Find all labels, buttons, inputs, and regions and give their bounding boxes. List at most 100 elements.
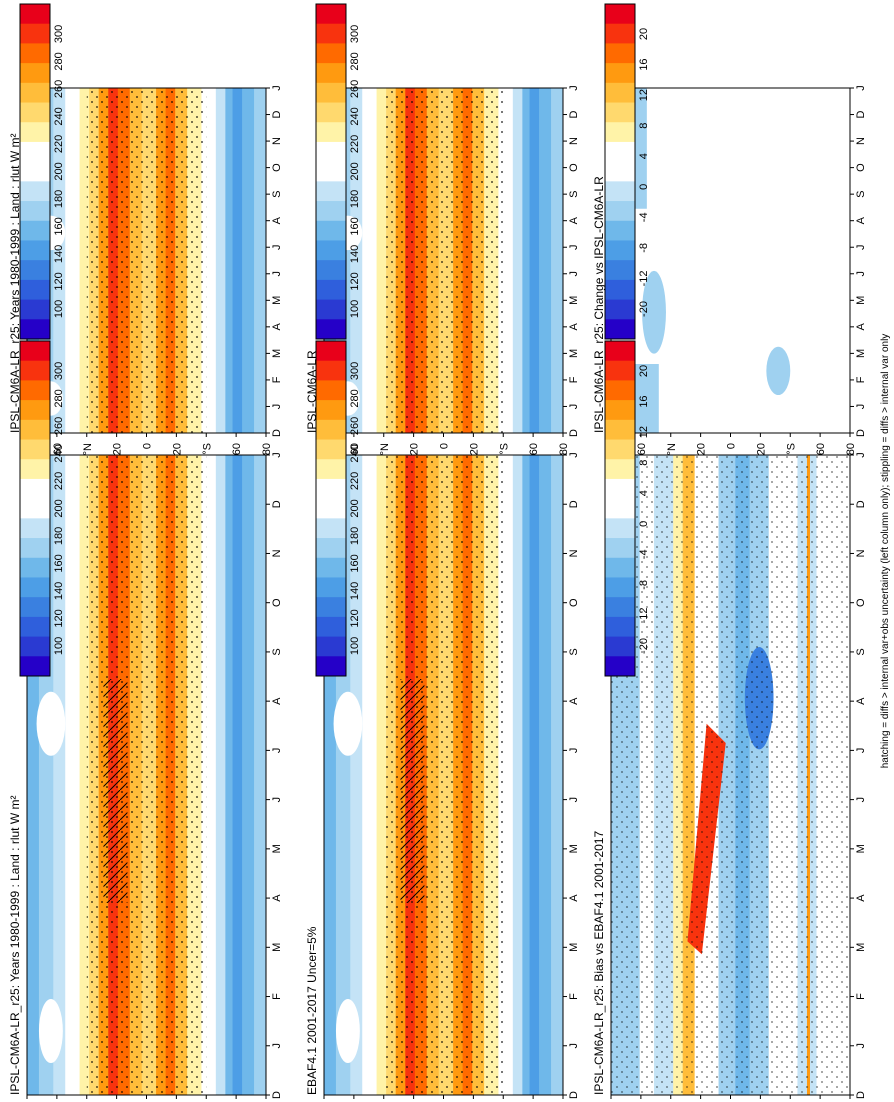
colorbar-label: 140 — [349, 582, 361, 600]
month-tick-label: A — [855, 216, 867, 224]
colorbar-label: 180 — [349, 527, 361, 545]
heat-blob — [38, 999, 63, 1063]
colorbar-swatch — [20, 299, 50, 320]
month-tick-label: J — [271, 271, 283, 277]
month-tick-label: J — [271, 404, 283, 410]
colorbar-label: -20 — [638, 638, 650, 654]
colorbar-label: 300 — [349, 362, 361, 380]
lat-tick-label: 60 — [528, 443, 540, 455]
month-tick-label: D — [271, 500, 283, 508]
month-tick-label: J — [568, 797, 580, 803]
heat-band — [529, 88, 540, 433]
month-tick-label: D — [568, 111, 580, 119]
lat-tick-label: 0 — [142, 443, 154, 449]
colorbar-swatch — [316, 201, 346, 222]
colorbar-swatch — [316, 341, 346, 362]
heat-band — [522, 88, 531, 433]
heat-band — [529, 455, 540, 1095]
month-tick-label: O — [855, 163, 867, 172]
heat-band — [512, 88, 523, 433]
month-tick-label: M — [855, 349, 867, 358]
month-tick-label: A — [271, 697, 283, 705]
colorbar-swatch — [605, 82, 635, 104]
month-tick-label: M — [855, 844, 867, 853]
colorbar-left-mid: 300 280 260 240 220 200 180 160 140 120 100 — [315, 340, 361, 677]
colorbar-label: 12 — [638, 89, 650, 101]
colorbar-swatch — [316, 4, 346, 25]
stippling — [86, 88, 207, 433]
colorbar-label: 100 — [349, 300, 361, 318]
colorbar-swatch — [605, 400, 635, 421]
month-tick-label: J — [271, 244, 283, 250]
colorbar-swatch — [316, 260, 346, 281]
month-tick-label: F — [271, 993, 283, 1000]
colorbar-right-bot: 20 16 12 8 4 0 -4 -8 -12 -20 — [604, 3, 650, 340]
month-tick-label: J — [855, 404, 867, 410]
month-tick-label: D — [271, 111, 283, 119]
colorbar-label: 20 — [638, 365, 650, 377]
colorbar-swatch — [316, 577, 346, 598]
colorbar-label: 220 — [349, 472, 361, 490]
month-tick-label: M — [271, 943, 283, 952]
colorbar-swatch — [316, 419, 346, 441]
colorbar-swatch — [20, 577, 50, 598]
colorbar-swatch — [605, 341, 635, 362]
heat-band — [215, 455, 226, 1095]
colorbar-label: 8 — [638, 123, 650, 129]
colorbar-label: 140 — [53, 582, 65, 600]
heat-band — [539, 88, 552, 433]
month-tick-label: A — [568, 894, 580, 902]
colorbar-label: 100 — [53, 300, 65, 318]
lat-tick-label: 80 — [845, 443, 857, 455]
month-tick-label: M — [568, 844, 580, 853]
colorbar-label: 180 — [53, 527, 65, 545]
colorbar-swatch — [20, 141, 50, 163]
panel-right-bot: DJFMAMJJASONDJ8060°N20020°S6080IPSL-CM6A… — [592, 85, 867, 455]
stippling — [611, 455, 850, 1095]
panel-title: IPSL-CM6A-LR_r25: Bias vs EBAF4.1 2001-2… — [592, 831, 606, 1095]
colorbar-swatch — [605, 478, 635, 500]
colorbar-swatch — [20, 102, 50, 123]
heat-band — [242, 455, 255, 1095]
lat-tick-label: 60 — [52, 443, 64, 455]
heat-band — [79, 455, 90, 1095]
colorbar-swatch — [605, 63, 635, 84]
colorbar-label: -12 — [638, 607, 650, 623]
colorbar-swatch — [605, 360, 635, 381]
colorbar-swatch — [316, 141, 346, 163]
colorbar-swatch — [605, 279, 635, 301]
colorbar-label: 20 — [638, 28, 650, 40]
colorbar-right-mid: 300 280 260 240 220 200 180 160 140 120 100 — [315, 3, 361, 340]
heat-blob — [333, 691, 363, 756]
colorbar-label: 200 — [349, 499, 361, 517]
month-tick-label: M — [271, 844, 283, 853]
colorbar-swatch — [20, 201, 50, 222]
heat-band — [215, 88, 226, 433]
colorbar-swatch — [20, 360, 50, 381]
colorbar-label: 160 — [349, 554, 361, 572]
colorbar-label: 240 — [53, 444, 65, 462]
colorbar-label: 280 — [349, 52, 361, 70]
colorbar-swatch — [20, 181, 50, 202]
colorbar-label: 4 — [638, 490, 650, 496]
lat-tick-label: °S — [785, 443, 797, 455]
colorbar-left-bot: 20 16 12 8 4 0 -4 -8 -12 -20 — [604, 340, 650, 677]
colorbar-label: 240 — [349, 444, 361, 462]
colorbar-swatch — [20, 319, 50, 340]
colorbar-swatch — [316, 181, 346, 202]
colorbar-label: 240 — [349, 107, 361, 125]
month-tick-label: A — [855, 894, 867, 902]
month-tick-label: F — [271, 376, 283, 383]
colorbar-label: 16 — [638, 395, 650, 407]
month-tick-label: S — [568, 648, 580, 655]
colorbar-swatch — [316, 102, 346, 123]
lat-tick-label: °N — [82, 443, 94, 455]
month-tick-label: A — [271, 216, 283, 224]
change-patch — [642, 270, 666, 354]
colorbar-swatch — [316, 240, 346, 261]
heat-band — [512, 455, 523, 1095]
colorbar-swatch — [316, 319, 346, 340]
month-tick-label: J — [568, 748, 580, 754]
month-tick-label: D — [271, 1091, 283, 1099]
